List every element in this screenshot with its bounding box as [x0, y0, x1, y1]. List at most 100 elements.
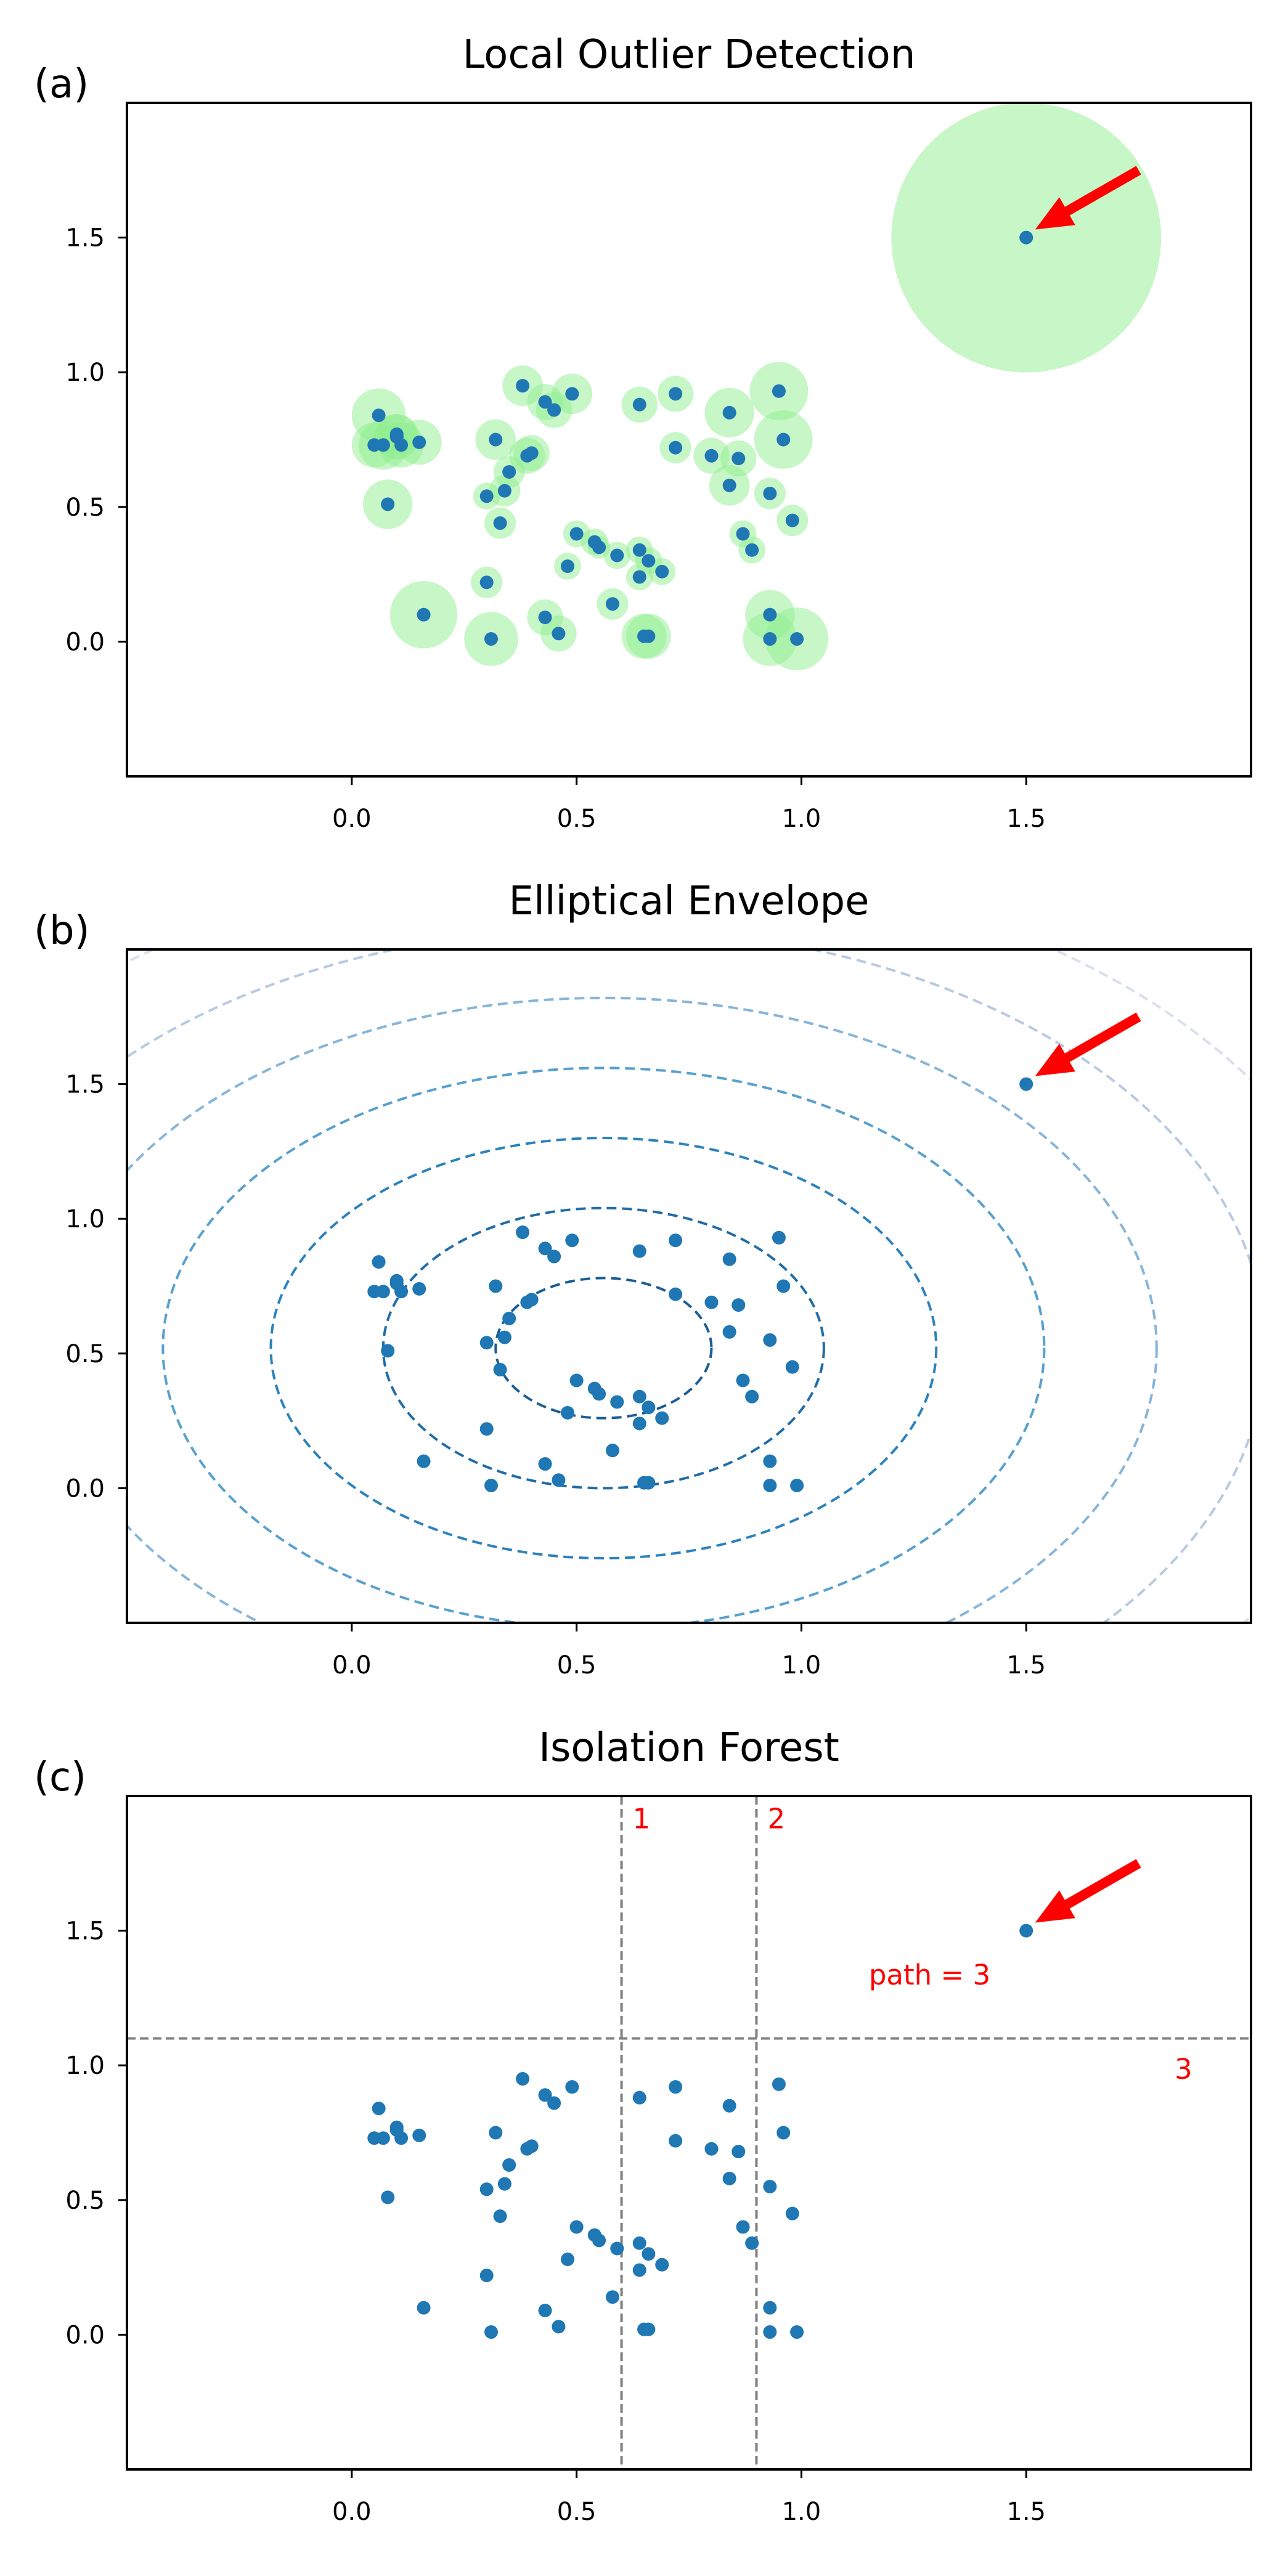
- data-point: [772, 384, 786, 398]
- data-point: [417, 1454, 431, 1468]
- data-point: [669, 1233, 683, 1248]
- split-label-2: 2: [767, 1802, 785, 1835]
- panel-b-title: Elliptical Envelope: [509, 879, 870, 924]
- data-point: [394, 1285, 409, 1299]
- data-point: [417, 607, 431, 622]
- data-point: [479, 2182, 494, 2196]
- data-point: [502, 1311, 516, 1325]
- data-point: [372, 408, 386, 423]
- data-point: [632, 543, 646, 557]
- data-point: [785, 513, 799, 527]
- y-tick-label: 1.5: [65, 224, 105, 253]
- data-point: [722, 1325, 736, 1339]
- data-point: [561, 2252, 575, 2266]
- data-point: [372, 1255, 386, 1269]
- data-point: [516, 2072, 530, 2086]
- data-point: [732, 452, 746, 466]
- y-tick-label: 0.0: [65, 1474, 105, 1503]
- data-point: [367, 438, 381, 452]
- split-label-1: 1: [633, 1802, 651, 1835]
- data-point: [538, 2304, 552, 2318]
- data-point: [547, 403, 561, 417]
- x-tick-label: 1.5: [1006, 805, 1046, 833]
- data-point: [632, 2236, 646, 2250]
- arrow-icon: [1035, 1859, 1141, 1923]
- data-point: [790, 2325, 804, 2339]
- data-point: [497, 2177, 512, 2191]
- outlier-arrow: [1035, 166, 1141, 230]
- x-tick-label: 1.0: [782, 805, 821, 833]
- data-point: [722, 405, 736, 420]
- panel-a-label: (a): [34, 62, 89, 107]
- data-point: [516, 379, 530, 393]
- data-point: [772, 2077, 786, 2091]
- data-point: [394, 438, 409, 452]
- data-point: [610, 1395, 624, 1409]
- x-tick-label: 0.5: [557, 1651, 597, 1680]
- data-point: [605, 1444, 619, 1458]
- data-point: [489, 433, 503, 447]
- data-point: [547, 1249, 561, 1264]
- panel-b-frame: [126, 948, 1252, 1624]
- data-point: [763, 1454, 777, 1468]
- data-point: [763, 607, 777, 622]
- data-point: [565, 387, 579, 401]
- data-point: [569, 1373, 584, 1388]
- data-point: [632, 1416, 646, 1431]
- y-tick-label: 0.0: [65, 628, 105, 656]
- data-point: [412, 435, 426, 449]
- data-point: [479, 2269, 494, 2283]
- data-point: [381, 497, 395, 511]
- data-point: [538, 395, 552, 409]
- data-point: [632, 2263, 646, 2277]
- data-point: [704, 1295, 719, 1309]
- arrow-icon: [1035, 166, 1141, 230]
- data-point: [610, 2241, 624, 2256]
- split-label-3: 3: [1175, 2053, 1192, 2086]
- lof-circles: [351, 103, 1162, 671]
- data-point: [763, 1479, 777, 1493]
- data-point: [484, 632, 498, 646]
- data-point: [412, 2128, 426, 2142]
- panel-c-frame: [126, 1795, 1252, 2471]
- data-point: [538, 1241, 552, 1256]
- data-point: [642, 2247, 656, 2261]
- data-point: [381, 2190, 395, 2204]
- data-point: [367, 2131, 381, 2145]
- data-point: [722, 2099, 736, 2113]
- panel-c: (c) Isolation Forest 1 2 3 path = 3 0.0 …: [34, 1725, 1252, 2526]
- data-point: [776, 433, 791, 447]
- data-point: [561, 1405, 575, 1420]
- x-tick-label: 0.0: [332, 2498, 372, 2526]
- data-point: [552, 1473, 566, 1487]
- data-point: [538, 1457, 552, 1471]
- data-point: [484, 1479, 498, 1493]
- data-point: [479, 1336, 494, 1350]
- data-points: [367, 230, 1033, 646]
- data-point: [722, 2171, 736, 2185]
- data-point: [785, 1360, 799, 1374]
- data-point: [704, 449, 719, 463]
- data-point: [502, 465, 516, 479]
- x-tick-label: 1.5: [1006, 1651, 1046, 1680]
- data-point: [493, 2209, 507, 2224]
- data-point: [493, 1363, 507, 1377]
- panel-a: (a) Local Outlier Detection 0.0 0.5 1.0 …: [34, 32, 1252, 833]
- data-point: [497, 1330, 512, 1344]
- x-tick-label: 0.5: [557, 805, 597, 833]
- data-point: [520, 1295, 534, 1309]
- data-point: [417, 2301, 431, 2315]
- panel-b-plot-area: [127, 949, 1251, 1623]
- y-tick-label: 0.0: [65, 2321, 105, 2349]
- data-point: [772, 1230, 786, 1245]
- split-lines: [127, 1796, 1251, 2469]
- data-point: [484, 2325, 498, 2339]
- panel-a-plot-area: [351, 103, 1162, 671]
- data-point: [745, 543, 759, 557]
- envelope-contour: [127, 949, 1251, 1623]
- data-point: [736, 1373, 750, 1388]
- data-point: [412, 1282, 426, 1296]
- x-tick-label: 1.0: [782, 1651, 821, 1680]
- data-point: [372, 2102, 386, 2116]
